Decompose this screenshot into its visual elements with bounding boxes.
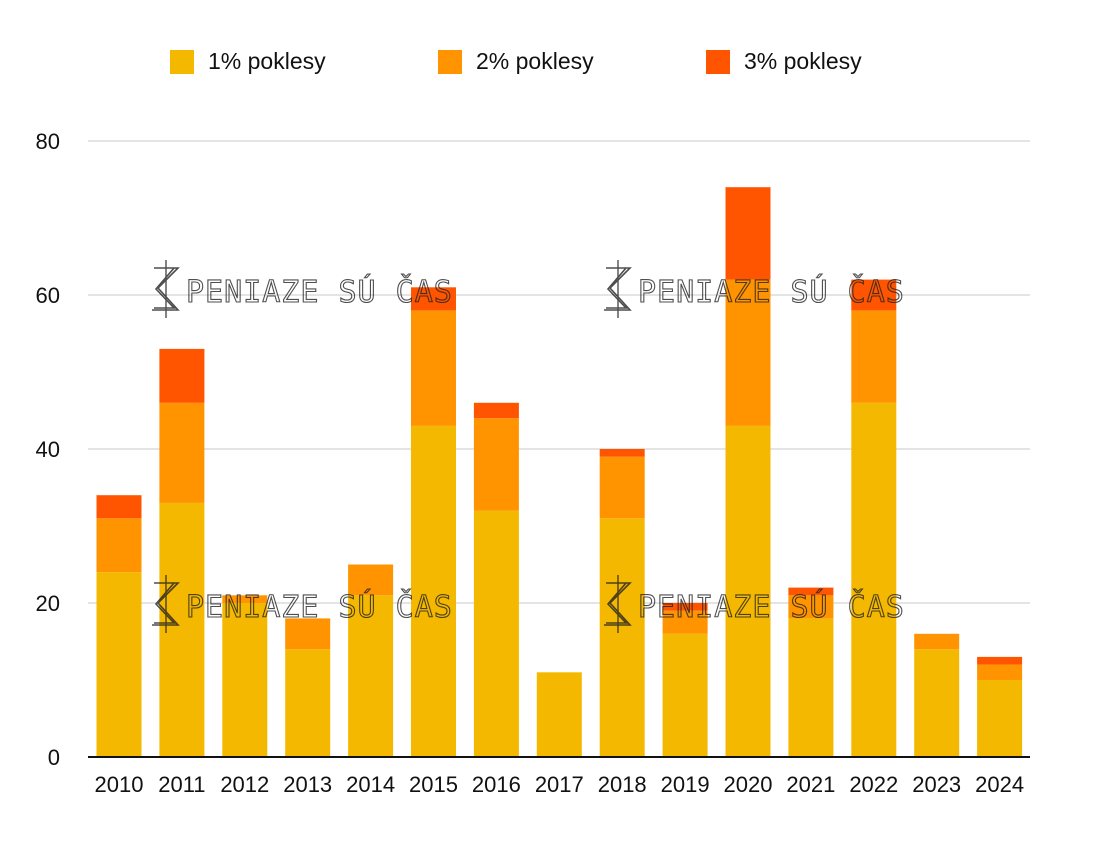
watermark-text: PENIAZE SÚ ČAS [638,588,905,625]
bar-segment-2010-series3 [97,495,142,518]
bar-segment-2022-series1 [851,403,896,757]
watermark-text: PENIAZE SÚ ČAS [186,273,453,310]
x-tick-label: 2013 [283,772,332,797]
bar-segment-2011-series2 [159,403,204,503]
x-tick-label: 2016 [472,772,521,797]
x-tick-label: 2011 [158,772,205,797]
watermark-text: PENIAZE SÚ ČAS [638,273,905,310]
bar-segment-2022-series2 [851,310,896,402]
bar-segment-2020-series3 [726,187,771,279]
bar-segment-2021-series1 [788,618,833,757]
bar-segment-2015-series2 [411,310,456,426]
bar-segment-2010-series2 [97,518,142,572]
y-tick-label: 80 [36,129,60,154]
x-tick-label: 2018 [598,772,647,797]
bar-segment-2011-series3 [159,349,204,403]
bar-segment-2016-series2 [474,418,519,510]
bar-segment-2018-series2 [600,457,645,519]
x-tick-label: 2014 [346,772,395,797]
bars [97,187,1023,757]
dollar-sketch-icon [604,268,630,310]
bar-segment-2024-series2 [977,665,1022,680]
y-tick-label: 60 [36,283,60,308]
x-tick-label: 2021 [786,772,835,797]
bar-segment-2017-series1 [537,672,582,757]
x-tick-label: 2019 [661,772,710,797]
bar-segment-2016-series3 [474,403,519,418]
bar-segment-2016-series1 [474,511,519,757]
x-tick-label: 2017 [535,772,584,797]
bar-segment-2019-series1 [663,634,708,757]
bar-segment-2012-series1 [222,603,267,757]
y-tick-label: 40 [36,437,60,462]
bar-segment-2018-series1 [600,518,645,757]
bar-segment-2023-series1 [914,649,959,757]
x-tick-label: 2010 [95,772,144,797]
watermark-logo: PENIAZE SÚ ČAS [152,260,453,318]
y-tick-label: 0 [48,745,60,770]
watermark-text: PENIAZE SÚ ČAS [186,588,453,625]
watermarks: PENIAZE SÚ ČAS PENIAZE SÚ ČAS PENIAZE SÚ Č… [152,260,905,633]
bar-segment-2013-series1 [285,649,330,757]
x-tick-label: 2015 [409,772,458,797]
bar-segment-2018-series3 [600,449,645,457]
x-tick-label: 2023 [912,772,961,797]
x-tick-label: 2024 [975,772,1024,797]
x-tick-label: 2022 [849,772,898,797]
x-tick-label: 2012 [220,772,269,797]
bar-segment-2023-series2 [914,634,959,649]
bar-segment-2024-series1 [977,680,1022,757]
bar-segment-2010-series1 [97,572,142,757]
bar-segment-2024-series3 [977,657,1022,665]
dollar-sketch-icon [152,268,178,310]
x-tick-label: 2020 [724,772,773,797]
y-tick-label: 20 [36,591,60,616]
